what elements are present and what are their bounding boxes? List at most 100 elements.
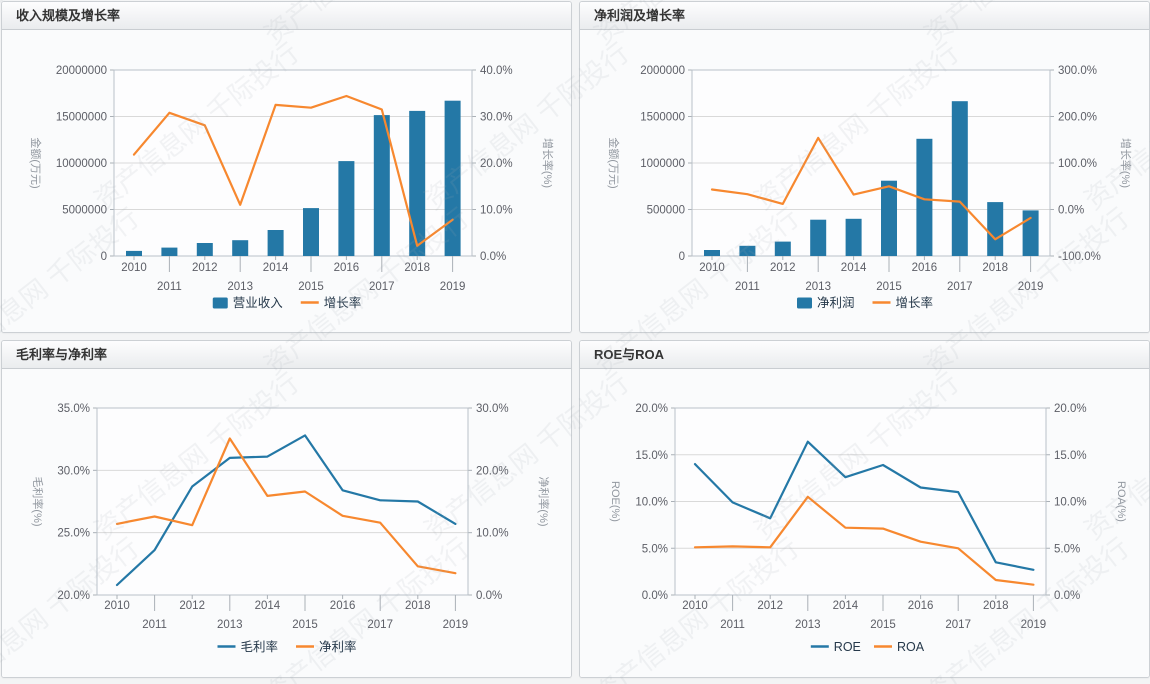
chart-area: 0.0% 5.0% 10.0% 15.0% 20.0% 0.0% 5.0% 10.0% 15.0… (580, 369, 1150, 678)
x-tick-label: 2017 (367, 619, 393, 631)
x-tick-label: 2014 (833, 600, 859, 612)
x-tick-label: 2015 (298, 281, 324, 293)
x-tick-label: 2014 (263, 262, 289, 274)
bar (774, 241, 791, 256)
left-tick-label: 20.0% (57, 590, 90, 602)
left-axis-title: 金额(万元) (29, 137, 43, 188)
chart-area: 20.0% 25.0% 30.0% 35.0% 0.0% 10.0% 20.0% 30.0% 2… (2, 369, 572, 678)
legend-label: ROA (897, 640, 925, 654)
left-tick-label: 15.0% (635, 450, 668, 462)
x-tick-label: 2014 (255, 600, 281, 612)
panel-header: 收入规模及增长率 (2, 2, 571, 30)
right-tick-label: 20.0% (476, 465, 509, 477)
bar (845, 218, 862, 256)
left-tick-label: 30.0% (57, 465, 90, 477)
right-axis-title: ROA(%) (1115, 481, 1127, 522)
right-tick-label: 10.0% (480, 205, 513, 217)
right-tick-label: 100.0% (1058, 158, 1097, 170)
bar (338, 161, 355, 256)
x-tick-label: 2017 (369, 281, 395, 293)
x-tick-label: 2018 (405, 600, 431, 612)
bar (810, 219, 827, 256)
chart-canvas-netprofit[interactable]: 0 500000 1000000 1500000 2000000 -100.0% 0.0% 1… (580, 30, 1150, 333)
left-axis-title: 毛利率(%) (31, 476, 45, 526)
x-tick-label: 2011 (142, 619, 167, 631)
x-tick-label: 2015 (292, 619, 318, 631)
panel-margin: 毛利率与净利率 20.0% 25.0% 30.0% 35.0% 0.0% 10.0% 20.… (1, 340, 572, 678)
bar (409, 110, 426, 257)
bar (704, 250, 720, 256)
right-axis-title: 净利率(%) (537, 476, 551, 526)
plot-border (113, 69, 473, 257)
left-tick-label: 5000000 (62, 205, 107, 217)
legend-label: 毛利率 (241, 639, 279, 654)
right-tick-label: 0.0% (1058, 205, 1084, 217)
panel-header: ROE与ROA (580, 341, 1149, 369)
line-series (710, 136, 1032, 241)
left-tick-label: 0.0% (642, 590, 668, 602)
chart-canvas-roe-roa[interactable]: 0.0% 5.0% 10.0% 15.0% 20.0% 0.0% 5.0% 10.0% 15.0… (580, 369, 1150, 678)
left-tick-label: 10000000 (56, 158, 107, 170)
left-tick-label: 15000000 (56, 112, 107, 124)
right-axis-title: 增长率(%) (1119, 138, 1133, 188)
panel-revenue-growth: 收入规模及增长率 0 5000000 10000000 15000000 2000000… (1, 1, 572, 333)
panel-title: 收入规模及增长率 (16, 8, 121, 23)
line-series (115, 437, 457, 575)
x-tick-label: 2017 (945, 619, 971, 631)
panel-title: ROE与ROA (594, 347, 665, 362)
left-axis-title: 金额(万元) (607, 137, 621, 188)
plot-border (691, 69, 1051, 257)
left-tick-label: 35.0% (57, 403, 90, 415)
right-tick-label: 10.0% (476, 528, 509, 540)
legend: 营业收入 增长率 (212, 295, 362, 310)
right-tick-label: -100.0% (1058, 251, 1101, 263)
right-tick-label: 200.0% (1058, 112, 1097, 124)
x-tick-label: 2019 (443, 619, 469, 631)
x-tick-label: 2013 (217, 619, 243, 631)
bar (951, 101, 968, 256)
chart-area: 0 500000 1000000 1500000 2000000 -100.0% 0.0% 1… (580, 30, 1150, 333)
x-tick-label: 2019 (1021, 619, 1047, 631)
x-tick-label: 2016 (908, 600, 934, 612)
right-tick-label: 0.0% (1054, 590, 1080, 602)
left-tick-label: 1000000 (640, 158, 685, 170)
chart-canvas-margin[interactable]: 20.0% 25.0% 30.0% 35.0% 0.0% 10.0% 20.0% 30.0% 2… (2, 369, 572, 678)
line-series (115, 434, 457, 587)
right-tick-label: 0.0% (476, 590, 502, 602)
legend: 毛利率 净利率 (217, 639, 357, 654)
x-tick-label: 2012 (770, 262, 796, 274)
legend-label: 增长率 (324, 295, 362, 310)
x-tick-label: 2012 (757, 600, 783, 612)
left-tick-label: 5.0% (642, 543, 668, 555)
right-tick-label: 20.0% (1054, 403, 1087, 415)
legend-label: ROE (834, 640, 861, 654)
x-tick-label: 2013 (805, 281, 831, 293)
legend-label: 净利率 (319, 639, 357, 654)
left-tick-label: 2000000 (640, 65, 685, 77)
left-tick-label: 20000000 (56, 65, 107, 77)
x-tick-label: 2018 (982, 262, 1008, 274)
bar (126, 250, 142, 256)
bar (161, 247, 178, 256)
x-tick-label: 2011 (735, 281, 760, 293)
left-axis-title: ROE(%) (609, 481, 621, 522)
x-tick-label: 2016 (330, 600, 356, 612)
bar (373, 115, 390, 256)
bar (303, 208, 319, 256)
plot-border (96, 407, 469, 596)
x-tick-label: 2013 (795, 619, 821, 631)
bar (739, 245, 756, 256)
x-tick-label: 2013 (227, 281, 253, 293)
x-tick-label: 2010 (121, 262, 147, 274)
chart-area: 0 5000000 10000000 15000000 20000000 0.0% 10.0… (2, 30, 572, 333)
panel-netprofit-growth: 净利润及增长率 0 500000 1000000 1500000 2000000 -100… (579, 1, 1150, 333)
chart-canvas-revenue[interactable]: 0 5000000 10000000 15000000 20000000 0.0% 10.0… (2, 30, 572, 333)
left-tick-label: 25.0% (57, 528, 90, 540)
x-tick-label: 2015 (876, 281, 902, 293)
bar (232, 240, 249, 256)
line-series (693, 440, 1035, 571)
right-axis-title: 增长率(%) (541, 138, 555, 188)
x-tick-label: 2010 (104, 600, 130, 612)
x-tick-label: 2018 (983, 600, 1009, 612)
